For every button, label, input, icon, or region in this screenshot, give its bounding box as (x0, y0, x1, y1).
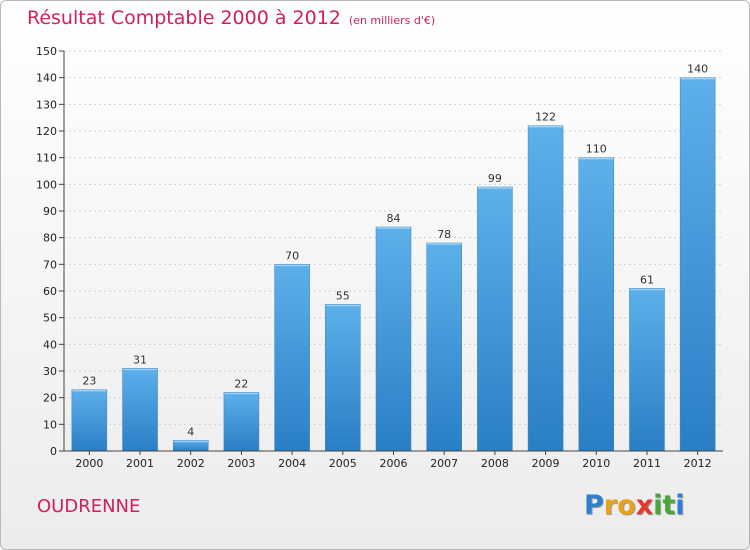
data-label-2012: 140 (687, 63, 708, 76)
logo-letter: i (653, 490, 663, 521)
x-tick-label-2012: 2012 (684, 457, 712, 470)
x-tick-label-2002: 2002 (177, 457, 205, 470)
y-tick-label: 140 (36, 72, 57, 85)
data-label-2008: 99 (488, 172, 502, 185)
logo-letter: x (635, 490, 654, 521)
y-tick-label: 0 (50, 445, 57, 458)
bar-2010 (578, 157, 615, 452)
x-tick-label-2003: 2003 (227, 457, 255, 470)
x-tick-label-2004: 2004 (278, 457, 306, 470)
x-tick-label-2011: 2011 (633, 457, 661, 470)
bar-2001 (122, 368, 158, 452)
x-tick-label-2000: 2000 (75, 457, 103, 470)
x-tick-label-2001: 2001 (126, 457, 154, 470)
y-tick-label: 120 (36, 125, 57, 138)
bar-2003 (223, 392, 260, 452)
bar-2008 (477, 186, 513, 452)
y-tick-label: 150 (36, 45, 57, 58)
data-label-2002: 4 (187, 425, 194, 438)
y-tick-label: 70 (43, 258, 57, 271)
y-tick-label: 50 (43, 312, 57, 325)
y-axis: 0 10 20 30 40 50 60 70 80 90 100 110 120 130 140 150 (36, 45, 65, 458)
bar-2005 (325, 304, 361, 452)
logo-letter: i (675, 490, 685, 521)
title-text: Résultat Comptable 2000 à 2012 (27, 7, 341, 29)
logo-letter: t (662, 490, 676, 521)
commune-name: OUDRENNE (37, 496, 141, 517)
x-tick-label-2005: 2005 (329, 457, 357, 470)
bar-2006 (375, 226, 412, 452)
x-tick-label-2007: 2007 (430, 457, 458, 470)
bar-2012 (679, 77, 716, 452)
data-label-2003: 22 (234, 377, 248, 390)
data-label-2011: 61 (640, 273, 654, 286)
bar-2009 (527, 125, 564, 452)
y-tick-label: 100 (36, 178, 57, 191)
y-tick-label: 20 (43, 392, 57, 405)
bar-2007 (426, 242, 462, 452)
y-tick-label: 110 (36, 152, 57, 165)
data-label-2005: 55 (336, 289, 350, 302)
y-tick-label: 10 (43, 418, 57, 431)
chart-title: Résultat Comptable 2000 à 2012 (en millie… (27, 7, 435, 29)
logo-letter: r (603, 490, 618, 521)
bars: 23 31 4 22 70 55 84 78 99 122 110 61 140 (71, 63, 716, 452)
bar-2011 (629, 288, 665, 452)
bar-2004 (274, 264, 310, 452)
x-tick-label-2008: 2008 (481, 457, 509, 470)
bar-2000 (71, 389, 108, 452)
y-tick-label: 130 (36, 98, 57, 111)
data-label-2001: 31 (133, 353, 147, 366)
data-label-2000: 23 (82, 375, 96, 388)
data-label-2006: 84 (387, 212, 401, 225)
x-axis: 2000 2001 2002 2003 2004 2005 2006 2007 2008 2009… (64, 450, 723, 470)
y-tick-label: 60 (43, 285, 57, 298)
y-tick-label: 30 (43, 365, 57, 378)
x-tick-label-2010: 2010 (582, 457, 610, 470)
y-tick-label: 40 (43, 338, 57, 351)
data-label-2009: 122 (535, 111, 556, 124)
title-unit: (en milliers d'€) (348, 14, 436, 27)
data-label-2010: 110 (586, 143, 607, 156)
logo-letter: o (617, 490, 636, 521)
data-label-2007: 78 (437, 228, 451, 241)
x-tick-label-2006: 2006 (380, 457, 408, 470)
y-tick-label: 80 (43, 232, 57, 245)
logo-letter: P (584, 490, 604, 521)
proxiti-logo: Proxiti (584, 490, 685, 521)
y-tick-label: 90 (43, 205, 57, 218)
x-tick-label-2009: 2009 (532, 457, 560, 470)
data-label-2004: 70 (285, 249, 299, 262)
